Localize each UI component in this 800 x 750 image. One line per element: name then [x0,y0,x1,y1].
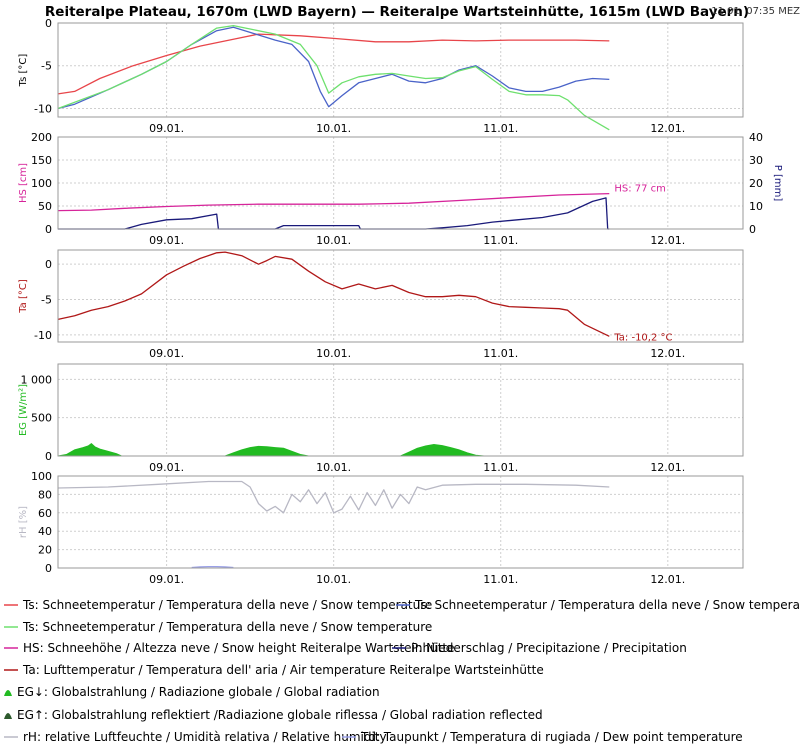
legend-label: Ta: Lufttemperatur / Temperatura dell' a… [22,663,544,677]
x-tick-label: 09.01. [149,347,184,360]
y-right-tick-label: 30 [749,154,763,167]
y-tick-label: -10 [34,102,52,115]
panel-snow-temperature: 0 -5 -10 09.01. 10.01. 11.01. 12.01. Ts [°C] [18,17,744,135]
legend-swatch-mound [4,690,12,696]
series-line-p [58,197,610,230]
legend-label: EG↓: Globalstrahlung / Radiazione global… [17,685,380,699]
y-tick-label: 1 000 [21,373,53,386]
legend-item-p: P: Niederschlag / Precipitazione / Preci… [392,641,687,655]
y-axis-label-right: P [mm] [772,165,783,202]
x-tick-label: 11.01. [483,573,518,586]
legend-label: P: Niederschlag / Precipitazione / Preci… [411,641,687,655]
x-tick-label: 11.01. [483,347,518,360]
chart-title: Reiteralpe Plateau, 1670m (LWD Bayern) —… [45,4,749,20]
y-tick-label: 50 [38,200,52,213]
x-tick-label: 10.01. [316,573,351,586]
x-tick-label: 11.01. [483,461,518,474]
series-end-annotation: HS: 77 cm [614,184,666,195]
x-tick-label: 12.01. [650,234,685,247]
x-tick-label: 09.01. [149,461,184,474]
y-tick-label: 500 [31,412,52,425]
legend-item-ts-blue: Ts: Schneetemperatur / Temperatura della… [396,598,800,612]
y-right-tick-label: 40 [749,131,763,144]
series-line-ta [57,251,610,337]
legend-item-hs: HS: Schneehöhe / Altezza neve / Snow hei… [4,641,455,655]
x-tick-label: 12.01. [650,347,685,360]
legend-label: HS: Schneehöhe / Altezza neve / Snow hei… [23,641,455,655]
y-tick-label: -10 [34,329,52,342]
legend-item-eg-up: EG↑: Globalstrahlung reflektiert /Radiaz… [4,708,543,722]
x-tick-label: 09.01. [149,573,184,586]
panel-snow-height-precipitation: 0 50 100 150 200 09.01. 10.01. 11.01. 12.01. 0 10 2… [18,131,783,247]
plot-frame [57,22,744,118]
y-tick-label: 40 [38,525,52,538]
panel-air-temperature: 0 -5 -10 09.01. 10.01. 11.01. 12.01. Ta [°C] Ta:… [18,249,744,360]
legend-label: Ts: Schneetemperatur / Temperatura della… [22,620,432,634]
y-tick-label: 150 [31,154,52,167]
y-tick-label: 0 [45,562,52,575]
legend-item-ts-red: Ts: Schneetemperatur / Temperatura della… [4,598,432,612]
y-tick-label: 200 [31,131,52,144]
y-tick-label: 60 [38,507,52,520]
x-tick-label: 10.01. [316,461,351,474]
y-tick-label: 20 [38,544,52,557]
y-tick-label: 0 [45,450,52,463]
legend-swatch-mound [4,713,12,719]
y-axis-label: Ta [°C] [18,279,29,314]
y-axis-label: HS [cm] [18,163,29,203]
series-line-td [191,565,234,569]
panel-relative-humidity: 0 20 40 60 80 100 09.01. 10.01. 11.01. 12.01. rH [… [18,470,744,586]
legend-label: EG↑: Globalstrahlung reflektiert /Radiaz… [17,708,543,722]
panel-global-radiation: 0 500 1 000 09.01. 10.01. 11.01. 12.01. EG [W/m… [18,363,744,474]
legend-item-ta: Ta: Lufttemperatur / Temperatura dell' a… [4,663,544,677]
y-tick-label: 100 [31,470,52,483]
plot-frame [57,475,744,569]
legend-label: Ts: Schneetemperatur / Temperatura della… [414,598,800,612]
series-line-ts-red [57,33,610,95]
series-line-rh [57,480,610,514]
y-axis-label: EG [W/m²] [18,384,29,436]
x-tick-label: 12.01. [650,573,685,586]
y-tick-label: 100 [31,177,52,190]
timestamp: 11.01. 07:35 MEZ [711,6,800,17]
y-tick-label: -5 [41,294,52,307]
y-tick-label: 80 [38,488,52,501]
x-tick-label: 10.01. [316,234,351,247]
x-tick-label: 10.01. [316,347,351,360]
y-right-tick-label: 0 [749,223,756,236]
y-tick-label: 0 [45,258,52,271]
legend-item-ts-green: Ts: Schneetemperatur / Temperatura della… [4,620,432,634]
x-tick-label: 11.01. [483,234,518,247]
legend-label: Td: Taupunkt / Temperatura di rugiada / … [360,730,743,744]
x-tick-label: 12.01. [650,461,685,474]
y-axis-label: rH [%] [18,506,29,538]
plot-frame [57,249,744,343]
y-tick-label: 0 [45,223,52,236]
x-tick-label: 09.01. [149,234,184,247]
legend-item-td: Td: Taupunkt / Temperatura di rugiada / … [342,730,743,744]
y-tick-label: -5 [41,60,52,73]
y-axis-label: Ts [°C] [18,54,29,88]
y-tick-label: 0 [45,17,52,30]
x-tick-label: 09.01. [149,122,184,135]
plot-frame [57,363,744,457]
legend-item-eg-down: EG↓: Globalstrahlung / Radiazione global… [4,685,380,699]
x-tick-label: 10.01. [316,122,351,135]
x-tick-label: 12.01. [650,122,685,135]
legend-item-rh: rH: relative Luftfeuchte / Umidità relat… [4,730,387,744]
legend-label: rH: relative Luftfeuchte / Umidità relat… [23,730,387,744]
y-right-tick-label: 20 [749,177,763,190]
series-end-annotation: Ta: -10,2 °C [613,332,672,343]
plot-frame [57,136,744,230]
legend-label: Ts: Schneetemperatur / Temperatura della… [22,598,432,612]
series-line-ts-green [57,24,610,131]
y-right-tick-label: 10 [749,200,763,213]
series-area-eg-down [57,443,743,457]
series-line-hs [57,192,610,212]
x-tick-label: 11.01. [483,122,518,135]
